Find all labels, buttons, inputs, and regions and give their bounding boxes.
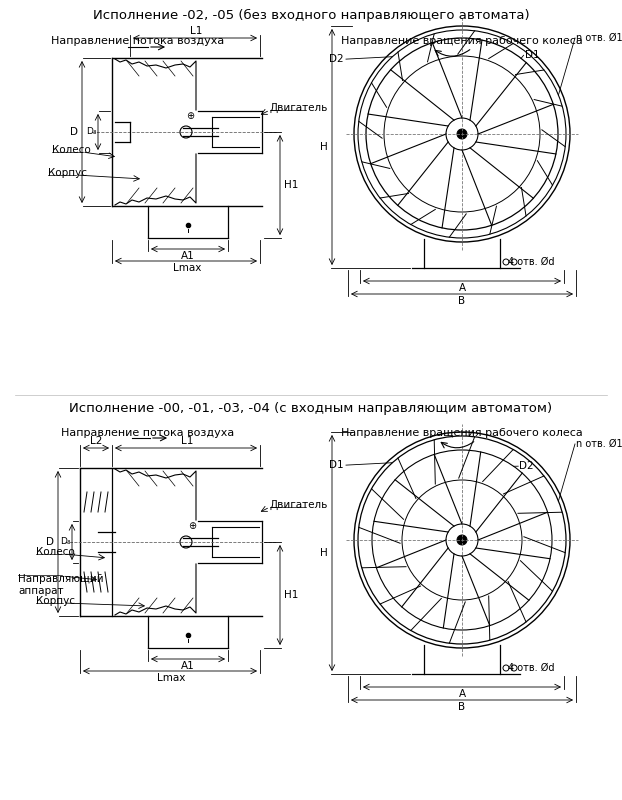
Text: Направляющий
аппарат: Направляющий аппарат	[18, 574, 104, 595]
Text: n отв. Ø11: n отв. Ø11	[576, 439, 622, 449]
Text: Корпус: Корпус	[36, 596, 75, 606]
Text: Направление вращения рабочего колеса: Направление вращения рабочего колеса	[341, 428, 583, 438]
Text: H1: H1	[284, 590, 299, 600]
Text: A1: A1	[181, 661, 195, 671]
Text: Двигатель: Двигатель	[270, 500, 328, 510]
Text: L1: L1	[190, 26, 202, 36]
Text: Направление потока воздуха: Направление потока воздуха	[62, 428, 234, 438]
Text: D1: D1	[524, 50, 539, 60]
Text: H1: H1	[284, 180, 299, 190]
Text: H: H	[320, 548, 328, 558]
Text: A: A	[458, 689, 465, 699]
Text: Двигатель: Двигатель	[270, 103, 328, 113]
Text: Исполнение -02, -05 (без входного направляющего автомата): Исполнение -02, -05 (без входного направ…	[93, 9, 529, 22]
Text: Корпус: Корпус	[48, 168, 87, 178]
Text: A1: A1	[181, 251, 195, 261]
Text: ⊕: ⊕	[188, 521, 196, 531]
Text: D: D	[70, 127, 78, 137]
Text: Направление потока воздуха: Направление потока воздуха	[52, 36, 225, 46]
Text: D₃: D₃	[86, 127, 97, 137]
Text: B: B	[458, 702, 465, 712]
Text: Колесо: Колесо	[52, 145, 91, 155]
Text: D₃: D₃	[60, 538, 71, 546]
Text: L2: L2	[90, 436, 102, 446]
Text: Колесо: Колесо	[36, 547, 75, 557]
Text: n отв. Ø11: n отв. Ø11	[576, 33, 622, 43]
Circle shape	[457, 535, 467, 545]
Text: D2: D2	[330, 54, 344, 64]
Text: A: A	[458, 283, 465, 293]
Text: Lmax: Lmax	[173, 263, 201, 273]
Text: Направление вращения рабочего колеса: Направление вращения рабочего колеса	[341, 36, 583, 46]
Text: 4 отв. Ød: 4 отв. Ød	[508, 663, 554, 673]
Text: D: D	[46, 537, 54, 547]
Text: D2: D2	[519, 461, 534, 471]
Text: L1: L1	[181, 436, 193, 446]
Text: Lmax: Lmax	[157, 673, 185, 683]
Text: ⊕: ⊕	[186, 111, 194, 121]
Circle shape	[457, 129, 467, 139]
Text: 4 отв. Ød: 4 отв. Ød	[508, 257, 554, 267]
Text: Исполнение -00, -01, -03, -04 (с входным направляющим автоматом): Исполнение -00, -01, -03, -04 (с входным…	[70, 402, 552, 415]
Text: B: B	[458, 296, 465, 306]
Text: D1: D1	[330, 460, 344, 470]
Text: H: H	[320, 142, 328, 152]
